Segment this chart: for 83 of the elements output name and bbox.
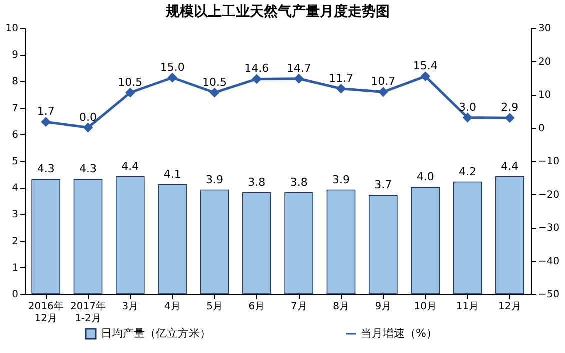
point [421,72,430,82]
x-tick-label: 7月 [290,302,308,312]
bar [326,190,356,294]
data-label: 15.0 [160,60,185,74]
y-tick-label: 10 [6,24,18,34]
data-label: 14.6 [244,62,270,76]
point [84,123,93,132]
point [463,113,472,122]
point [252,74,262,84]
x-tick-label: 5月 [206,302,223,312]
legend-label: 当月增速（%） [361,327,438,340]
data-label: 4.3 [37,162,55,176]
data-label: 3.8 [248,176,266,189]
bar [116,176,145,294]
y2-tick-label: 20 [538,56,552,68]
data-label: 3.7 [374,178,392,192]
bar [496,176,524,294]
y-tick-label: 9 [12,50,18,62]
bar [158,184,187,294]
x-tick-label: 3月 [122,302,139,312]
bar [411,187,440,294]
data-label: 1.7 [37,105,55,118]
data-label: 10.7 [371,75,396,88]
y-tick-label: 3 [12,210,18,221]
y2-tick-label: −50 [538,290,560,300]
y-tick-label: 4 [12,183,18,194]
y2-tick-label: −20 [538,190,560,201]
data-label: 11.7 [329,72,354,85]
data-label: 10.5 [202,76,227,89]
data-label: 4.3 [80,162,97,176]
y-tick-label: 0 [12,290,18,300]
data-label: 3.9 [332,173,350,186]
data-label: 4.2 [459,165,476,178]
y2-tick-label: 0 [538,123,545,134]
bar [242,192,272,294]
point [42,118,51,127]
y2-tick-label: −30 [538,223,560,234]
x-tick-label: 6月 [248,302,266,312]
bar [200,190,230,294]
y-tick-label: 5 [12,156,18,168]
x-tick-label: 4月 [164,302,181,312]
point [210,88,220,98]
bar [453,182,482,294]
bar [32,179,60,294]
data-label: 4.4 [122,160,140,173]
point [126,88,135,98]
bar [284,192,314,294]
x-tick-label: 2016年 12月 [28,300,64,324]
x-tick-label: 12月 [498,302,522,312]
x-tick-label: 10月 [414,302,437,312]
point [336,84,346,94]
data-label: 0.0 [80,110,97,124]
bar [369,195,398,294]
y2-tick-label: 30 [538,24,552,34]
y-tick-label: 6 [12,130,18,141]
data-label: 3.9 [206,173,224,186]
legend-label: 日均产量（亿立方米） [101,327,211,340]
data-label: 2.9 [501,101,519,114]
data-label: 10.5 [118,76,143,89]
chart-title: 规模以上工业天然气产量月度走势图 [165,3,390,20]
x-tick-label: 9月 [375,302,392,312]
point [378,88,388,97]
data-label: 4.0 [416,170,434,184]
data-label: 4.1 [164,168,182,181]
x-tick-label: 8月 [333,302,350,312]
data-label: 4.4 [501,160,519,173]
x-tick-label: 2017年 1-2月 [70,300,106,324]
data-label: 3.0 [459,100,476,114]
data-label: 14.7 [286,62,312,75]
y2-tick-label: 10 [538,90,552,101]
data-label: 3.8 [290,176,308,189]
point [294,74,304,84]
y-tick-label: 1 [12,262,18,274]
point [505,114,514,123]
y-tick-label: 8 [12,76,18,88]
x-tick-label: 11月 [456,302,480,312]
y2-tick-label: −40 [538,256,560,268]
data-label: 15.4 [413,60,438,73]
y-tick-label: 7 [12,103,18,114]
y2-tick-label: −10 [538,156,560,168]
point [168,73,178,82]
bar [74,179,103,294]
y-tick-label: 2 [12,236,18,248]
